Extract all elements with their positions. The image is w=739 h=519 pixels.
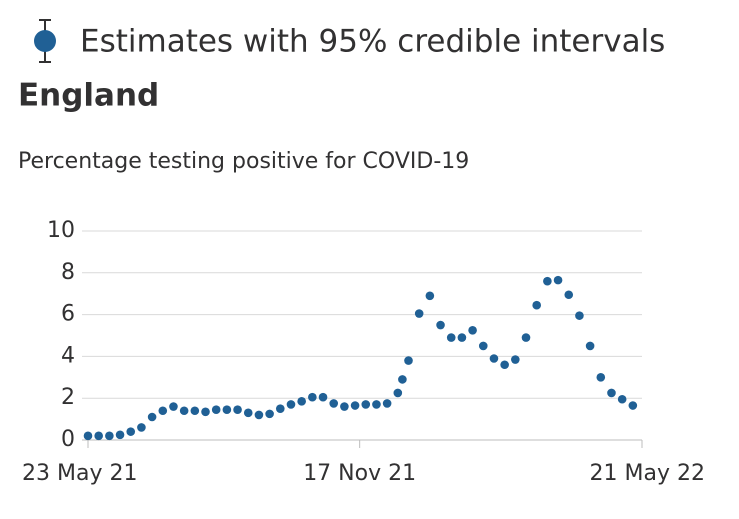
chart-title: England: [18, 78, 159, 114]
data-point: [414, 309, 424, 318]
data-point: [94, 431, 103, 441]
data-point: [532, 300, 541, 310]
data-point: [350, 401, 360, 410]
data-point: [222, 405, 232, 414]
data-point: [543, 276, 552, 286]
data-point: [425, 291, 435, 301]
data-point: [446, 333, 456, 342]
data-point: [233, 405, 242, 414]
data-point: [83, 431, 93, 441]
data-point: [179, 406, 189, 416]
data-point: [308, 392, 317, 402]
data-point: [511, 355, 520, 364]
y-tick-label: 8: [61, 260, 75, 285]
data-point: [607, 388, 616, 398]
legend-label: Estimates with 95% credible intervals: [80, 24, 665, 60]
data-point: [617, 394, 627, 404]
data-point: [190, 406, 200, 416]
data-point: [147, 412, 157, 422]
x-tick-label: 21 May 22: [590, 461, 705, 486]
data-point: [478, 341, 488, 351]
data-point: [158, 406, 168, 416]
y-tick-label: 4: [61, 343, 75, 368]
x-tick-label: 17 Nov 21: [303, 461, 416, 486]
data-point: [398, 375, 407, 384]
data-point: [201, 407, 210, 417]
data-point: [468, 325, 477, 335]
data-point: [297, 397, 306, 406]
data-point: [521, 333, 531, 342]
data-point: [243, 408, 253, 418]
data-point: [489, 354, 499, 363]
data-point: [596, 373, 606, 382]
data-point: [404, 356, 413, 365]
data-point: [318, 392, 328, 402]
data-point: [382, 399, 392, 408]
data-point: [211, 405, 221, 414]
data-point: [564, 290, 574, 300]
data-point: [254, 410, 264, 420]
data-point: [553, 275, 563, 285]
data-point: [126, 427, 136, 436]
data-point: [628, 401, 638, 410]
legend: Estimates with 95% credible intervals: [34, 19, 665, 63]
data-point: [115, 430, 125, 440]
data-point: [585, 341, 595, 351]
y-tick-label: 0: [61, 427, 75, 452]
legend-marker: [34, 30, 56, 52]
y-tick-label: 6: [61, 302, 75, 327]
data-point: [500, 360, 509, 370]
data-point: [575, 311, 584, 320]
chart-subtitle: Percentage testing positive for COVID-19: [18, 149, 469, 174]
data-point: [286, 400, 296, 409]
x-tick-label: 23 May 21: [22, 461, 137, 486]
data-point: [265, 409, 274, 419]
data-point: [372, 400, 381, 409]
data-point: [137, 423, 146, 432]
data-point: [436, 320, 445, 330]
data-point: [169, 402, 178, 411]
data-point: [361, 400, 371, 409]
data-point: [275, 404, 285, 413]
data-point: [329, 399, 339, 408]
data-point: [340, 402, 349, 411]
data-point: [457, 333, 467, 342]
y-tick-label: 10: [47, 218, 75, 243]
y-tick-label: 2: [61, 385, 75, 410]
data-point: [393, 388, 403, 398]
data-point: [105, 431, 114, 441]
